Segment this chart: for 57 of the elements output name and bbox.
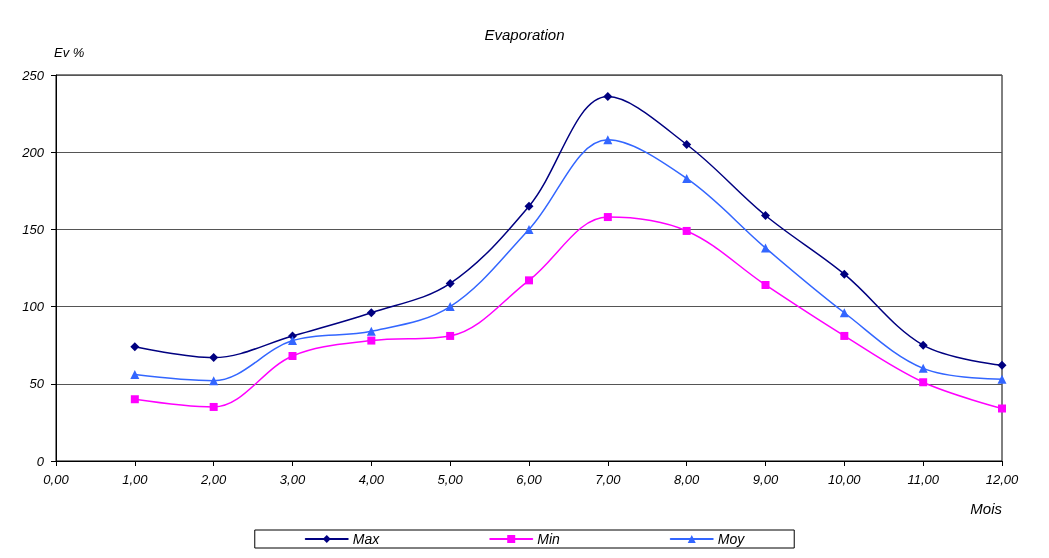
point [525,276,533,285]
point [446,331,455,340]
point [209,353,219,363]
y-tick-label: 250 [21,67,45,83]
point [682,139,692,149]
x-tick-label: 4,00 [358,472,385,487]
point [682,173,692,183]
x-tick-label: 11,00 [907,472,940,487]
point [445,278,455,288]
x-tick-label: 7,00 [595,472,622,487]
point [603,92,613,102]
point [918,340,928,350]
point [761,211,770,220]
point [445,302,455,312]
legend-label: Max [352,531,381,547]
point [761,243,770,253]
point [918,363,928,373]
point [997,360,1007,370]
y-axis-title: Ev % [54,45,85,60]
x-tick-label: 2,00 [200,472,228,487]
point [130,342,140,352]
x-tick-label: 1,00 [122,472,149,487]
point [682,226,691,235]
point [288,336,297,346]
point [366,326,376,336]
point [997,374,1007,384]
point [839,269,849,279]
point [998,404,1006,413]
chart-title: Evaporation [484,26,565,43]
point [919,378,928,387]
y-tick-label: 150 [22,221,45,237]
point [524,224,534,234]
point [840,331,849,340]
x-axis-title: Mois [970,500,1003,517]
x-tick-label: 5,00 [437,472,464,487]
y-tick-label: 200 [21,144,45,160]
x-tick-label: 8,00 [674,472,701,487]
legend-label: Moy [717,531,746,547]
x-tick-label: 12,00 [985,472,1020,487]
point [524,201,534,211]
point [367,336,376,345]
x-tick-label: 6,00 [516,472,543,487]
legend-label: Min [537,531,560,547]
y-tick-label: 100 [22,299,45,315]
point [603,213,612,222]
point [130,370,140,380]
point [366,308,376,318]
point [761,280,770,289]
y-tick-label: 50 [29,376,45,392]
point [288,352,297,361]
x-tick-label: 0,00 [43,472,70,487]
x-tick-label: 9,00 [752,472,779,487]
point [130,395,139,404]
x-tick-label: 3,00 [279,472,306,487]
x-tick-label: 10,00 [828,472,862,487]
point [209,402,218,411]
y-tick-label: 0 [36,453,45,469]
